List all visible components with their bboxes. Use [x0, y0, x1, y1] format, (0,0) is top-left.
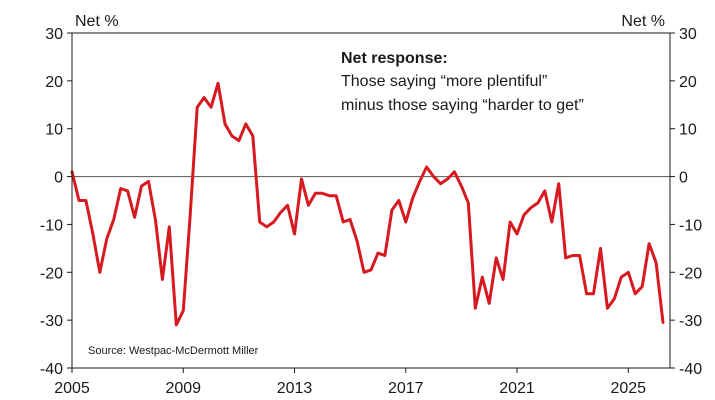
annotation-line-1: Those saying “more plentiful”: [341, 73, 547, 90]
y-tick-label-right: -40: [679, 361, 702, 378]
y-tick-label-left: -40: [40, 361, 63, 378]
y-tick-label-right: -30: [679, 313, 702, 330]
y-tick-label-right: -20: [679, 265, 702, 282]
plot-frame: [71, 32, 671, 369]
right-axis-unit: Net %: [621, 13, 665, 30]
y-tick-label-left: 10: [45, 122, 63, 139]
y-tick-label-right: 20: [679, 74, 697, 91]
y-tick-label-left: -10: [40, 217, 63, 234]
y-tick-label-left: 20: [45, 74, 63, 91]
y-tick-label-right: 0: [679, 170, 688, 187]
axis-layer: 30 30 20 20 10 10 0 0 -10 -10 -20 -20 -30 -30 -40 -40 20…: [40, 26, 702, 397]
x-tick-label: 2013: [277, 380, 313, 397]
left-axis-unit: Net %: [75, 13, 119, 30]
y-tick-label-right: 10: [679, 122, 697, 139]
annotation-title: Net response:: [341, 50, 448, 67]
y-tick-label-left: 30: [45, 26, 63, 43]
y-tick-label-left: -30: [40, 313, 63, 330]
x-tick-label: 2005: [54, 380, 90, 397]
source-note: Source: Westpac-McDermott Miller: [88, 345, 259, 357]
y-tick-label-right: 30: [679, 26, 697, 43]
x-tick-label: 2009: [165, 380, 201, 397]
y-tick-label-left: 0: [54, 170, 63, 187]
y-tick-label-right: -10: [679, 217, 702, 234]
series-layer: [70, 81, 665, 327]
x-tick-label: 2025: [610, 380, 646, 397]
series-line: [70, 81, 665, 327]
annotation-line-2: minus those saying “harder to get”: [341, 97, 584, 114]
x-tick-label: 2017: [388, 380, 424, 397]
y-tick-label-left: -20: [40, 265, 63, 282]
x-tick-label: 2021: [499, 380, 535, 397]
